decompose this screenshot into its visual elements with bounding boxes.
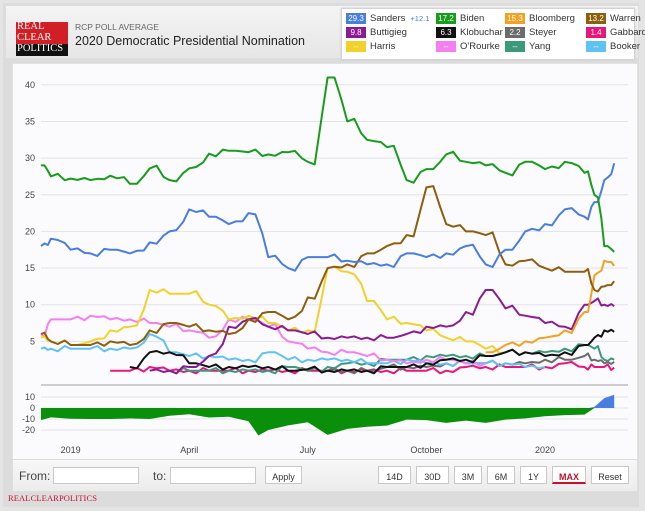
legend-item-gabbard[interactable]: 1.4 Gabbard (586, 27, 645, 39)
series-line-warren (40, 185, 615, 347)
logo-line-1: REAL (16, 21, 68, 33)
legend-name: O'Rourke (460, 41, 500, 52)
legend-item-buttigieg[interactable]: 9.8 Buttigieg (346, 27, 407, 39)
series-line-bloomberg (485, 259, 615, 354)
legend-value-badge: -- (436, 41, 456, 52)
from-date-input[interactable] (53, 467, 139, 484)
series-line-biden (41, 76, 615, 253)
spread-area-negative (41, 408, 615, 436)
range-button-30d[interactable]: 30D (416, 466, 449, 484)
series-line-harris (40, 265, 506, 355)
footer-brand: REALCLEARPOLITICS (8, 493, 98, 503)
y-tick-label: 30 (25, 153, 35, 163)
rcp-logo: REAL CLEAR POLITICS (16, 21, 68, 56)
legend-value-badge: 2.2 (505, 27, 525, 38)
legend-item-orourke[interactable]: -- O'Rourke (436, 41, 500, 53)
spread-y-tick-label: -20 (22, 425, 35, 435)
legend-name: Gabbard (610, 27, 645, 38)
legend-item-harris[interactable]: -- Harris (346, 41, 395, 53)
series-line-klobuchar (129, 328, 615, 375)
legend-value-badge: -- (346, 41, 366, 52)
y-tick-label: 10 (25, 300, 35, 310)
legend-value-badge: 17.2 (436, 13, 456, 24)
x-tick-label: October (410, 445, 442, 455)
legend-name: Bloomberg (529, 13, 575, 24)
legend-name: Booker (610, 41, 641, 52)
range-button-3m[interactable]: 3M (454, 466, 482, 484)
legend-name: Steyer (529, 27, 557, 38)
x-tick-label: July (300, 445, 317, 455)
to-label: to: (153, 469, 167, 483)
x-tick-label: April (180, 445, 198, 455)
series-line-booker (40, 333, 546, 370)
from-label: From: (19, 469, 51, 483)
apply-button[interactable]: Apply (265, 466, 302, 484)
series-line-sanders (40, 162, 616, 272)
legend-name: Sanders (370, 13, 406, 24)
spread-y-tick-label: -10 (22, 414, 35, 424)
legend-value-badge: 9.8 (346, 27, 366, 38)
to-date-input[interactable] (170, 467, 256, 484)
x-tick-label: 2019 (61, 445, 81, 455)
spread-area-positive (589, 394, 615, 408)
spread-y-tick-label: 10 (25, 392, 35, 402)
date-range-toolbar: From: to: Apply 14D 30D 3M 6M 1Y MAX Reset (12, 459, 638, 492)
range-button-1y[interactable]: 1Y (520, 466, 547, 484)
legend-name: Yang (529, 41, 551, 52)
legend-value-badge: 13.2 (586, 13, 606, 24)
legend-spread-delta: +12.1 (410, 14, 430, 23)
logo-line-3: POLITICS (16, 43, 68, 56)
legend-name: Warren (610, 13, 641, 24)
spread-y-tick-label: 0 (30, 403, 35, 413)
legend-name: Biden (460, 13, 485, 24)
range-button-max[interactable]: MAX (552, 466, 586, 484)
legend-value-badge: 6.3 (436, 27, 456, 38)
legend-item-booker[interactable]: -- Booker (586, 41, 640, 53)
chart-subtitle: RCP POLL AVERAGE (75, 22, 159, 32)
legend-value-badge: -- (586, 41, 606, 52)
range-button-14d[interactable]: 14D (378, 466, 411, 484)
legend-value-badge: 1.4 (586, 27, 606, 38)
y-tick-label: 35 (25, 116, 35, 126)
logo-line-2: CLEAR (16, 32, 68, 44)
legend-item-steyer[interactable]: 2.2 Steyer (505, 27, 556, 39)
range-button-reset[interactable]: Reset (591, 466, 629, 484)
y-tick-label: 5 (30, 336, 35, 346)
legend-name: Harris (370, 41, 396, 52)
legend: 29.3 Sanders +12.1 17.2 Biden 15.3 Bloomberg 13… (341, 8, 645, 60)
legend-value-badge: 15.3 (505, 13, 525, 24)
y-tick-label: 15 (25, 263, 35, 273)
x-tick-label: 2020 (535, 445, 555, 455)
range-button-6m[interactable]: 6M (487, 466, 515, 484)
y-tick-label: 40 (25, 80, 35, 90)
legend-name: Buttigieg (370, 27, 407, 38)
legend-name: Klobuchar (460, 27, 503, 38)
legend-item-yang[interactable]: -- Yang (505, 41, 550, 53)
legend-item-sanders[interactable]: 29.3 Sanders +12.1 (346, 13, 429, 25)
legend-value-badge: -- (505, 41, 525, 52)
legend-item-biden[interactable]: 17.2 Biden (436, 13, 484, 25)
y-tick-label: 20 (25, 226, 35, 236)
chart-title: 2020 Democratic Presidential Nomination (75, 34, 305, 48)
legend-item-bloomberg[interactable]: 15.3 Bloomberg (505, 13, 575, 25)
legend-value-badge: 29.3 (346, 13, 366, 24)
series-line-buttigieg (149, 289, 615, 375)
legend-item-warren[interactable]: 13.2 Warren (586, 13, 641, 25)
y-tick-label: 25 (25, 190, 35, 200)
chart-area: 5 10 15 20 25 30 35 40 10 0 -10 -20 2019 April July Oct… (12, 63, 638, 460)
legend-item-klobuchar[interactable]: 6.3 Klobuchar (436, 27, 503, 39)
